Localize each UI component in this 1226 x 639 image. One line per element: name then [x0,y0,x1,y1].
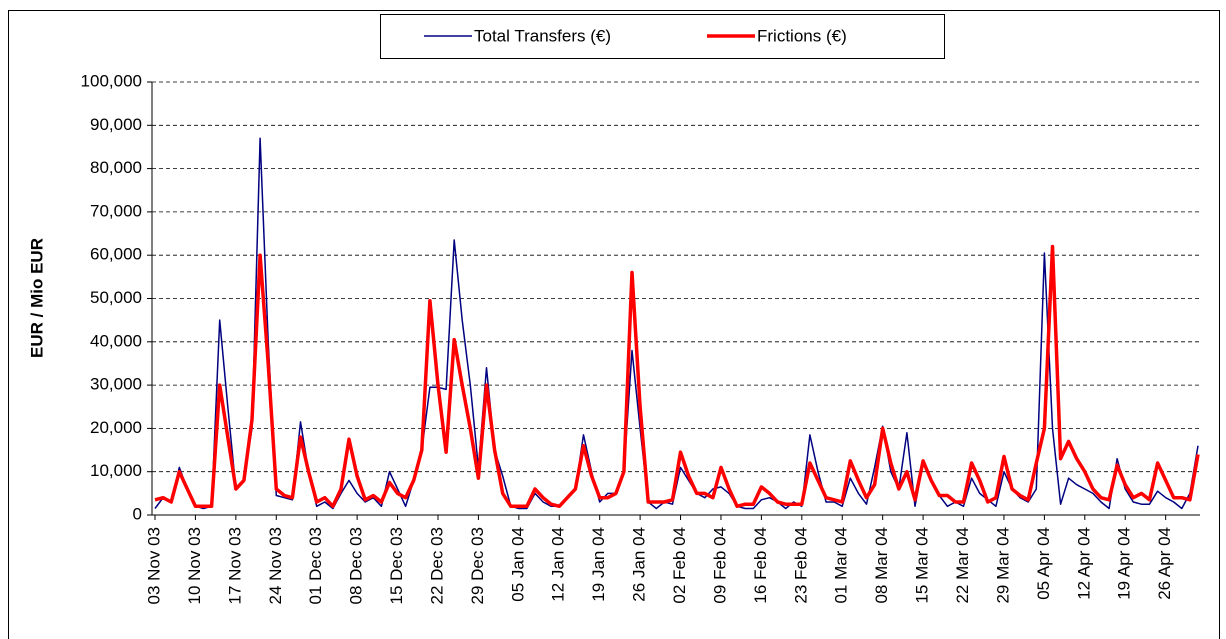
x-tick-label: 12 Apr 04 [1074,527,1093,600]
y-axis-label: EUR / Mio EUR [27,238,46,358]
x-tick-label: 24 Nov 03 [266,527,285,605]
x-tick-label: 15 Mar 04 [913,527,932,604]
x-tick-label: 26 Apr 04 [1155,527,1174,600]
x-tick-label: 10 Nov 03 [185,527,204,605]
x-tick-label: 26 Jan 04 [630,527,649,602]
x-tick-label: 16 Feb 04 [751,527,770,604]
y-tick-label: 80,000 [90,158,142,177]
x-tick-label: 05 Jan 04 [508,527,527,602]
x-tick-label: 01 Dec 03 [306,527,325,605]
x-tick-label: 09 Feb 04 [710,527,729,604]
y-tick-label: 70,000 [90,201,142,220]
y-tick-label: 100,000 [81,71,142,90]
series-line [154,244,1200,509]
y-tick-label: 40,000 [90,331,142,350]
x-tick-label: 05 Apr 04 [1034,527,1053,600]
y-tick-label: 30,000 [90,375,142,394]
y-tick-label: 20,000 [90,418,142,437]
y-tick-label: 60,000 [90,245,142,264]
x-tick-label: 01 Mar 04 [832,527,851,604]
x-tick-label: 02 Feb 04 [670,527,689,604]
y-tick-label: 10,000 [90,461,142,480]
x-tick-label: 08 Mar 04 [872,527,891,604]
x-tick-label: 17 Nov 03 [225,527,244,605]
y-tick-label: 0 [133,504,142,523]
legend-box [380,14,945,59]
x-tick-label: 12 Jan 04 [549,527,568,602]
x-tick-label: 23 Feb 04 [791,527,810,604]
x-tick-label: 15 Dec 03 [387,527,406,605]
legend-label: Total Transfers (€) [474,26,611,45]
x-tick-label: 08 Dec 03 [347,527,366,605]
x-tick-label: 22 Mar 04 [953,527,972,604]
x-tick-label: 19 Jan 04 [589,527,608,602]
x-tick-label: 22 Dec 03 [427,527,446,605]
y-tick-label: 90,000 [90,115,142,134]
chart-frame [8,10,1220,639]
x-tick-label: 03 Nov 03 [144,527,163,605]
x-tick-label: 29 Mar 04 [993,527,1012,604]
x-tick-label: 19 Apr 04 [1115,527,1134,600]
x-tick-label: 29 Dec 03 [468,527,487,605]
y-tick-label: 50,000 [90,288,142,307]
legend-label: Frictions (€) [757,26,847,45]
